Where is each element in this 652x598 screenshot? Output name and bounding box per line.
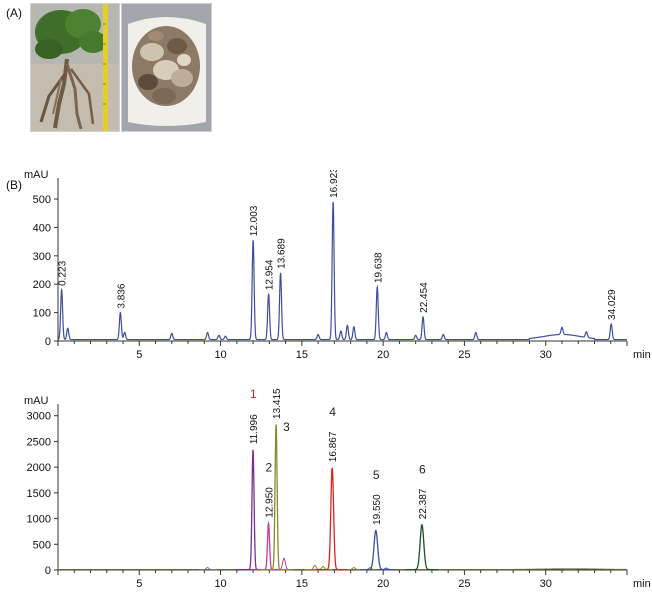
sample-peak-label: 0.223: [58, 260, 69, 285]
sample-x-tick-label: 10: [214, 349, 226, 361]
standards-y-unit-label: mAU: [24, 395, 49, 407]
sample-x-tick-label: 5: [136, 349, 142, 361]
sample-peak-label: 13.689: [277, 238, 288, 269]
standards-y-tick-label: 1500: [27, 488, 51, 500]
sample-x-unit-label: min: [633, 349, 651, 361]
sample-x-tick-label: 30: [540, 349, 552, 361]
standards-x-tick-label: 25: [458, 578, 470, 590]
sample-y-tick-label: 400: [33, 222, 51, 234]
sample-peak-label: 3.836: [116, 283, 127, 308]
standards-y-tick-label: 2000: [27, 462, 51, 474]
standards-y-tick-label: 3000: [27, 411, 51, 423]
sample-x-tick-label: 20: [377, 349, 389, 361]
dried-root-slices-art: [122, 4, 211, 131]
standards-compound-number-2: 2: [266, 461, 273, 475]
standards-peak-line-4: [315, 467, 349, 571]
plant-photo-art: [31, 4, 119, 131]
standards-minor-peak: [274, 557, 294, 571]
standards-x-tick-label: 15: [296, 578, 308, 590]
standards-y-tick-label: 0: [45, 565, 51, 577]
plant-photo: [30, 3, 120, 132]
sample-trace-line: [57, 201, 627, 341]
sample-x-tick-label: 15: [296, 349, 308, 361]
sample-peak-label: 16.923: [329, 170, 340, 198]
sample-y-tick-label: 0: [45, 336, 51, 348]
standards-peak-label-3: 13.415: [272, 388, 283, 419]
sample-peak-label: 19.638: [373, 252, 384, 283]
standards-x-tick-label: 5: [136, 578, 142, 590]
standards-peak-line-5: [359, 529, 392, 571]
standards-peak-label-5: 19.550: [372, 494, 383, 525]
standards-peak-line-6: [405, 523, 439, 571]
standards-x-tick-label: 30: [540, 578, 552, 590]
standards-compound-number-1: 1: [250, 387, 257, 401]
standards-peak-line-2: [252, 520, 285, 571]
standards-peak-line-3: [259, 424, 293, 571]
sample-y-tick-label: 200: [33, 279, 51, 291]
sample-peak-label: 12.954: [265, 259, 276, 290]
standards-minor-peak: [376, 567, 396, 571]
panel-label-b: (B): [6, 178, 22, 192]
standards-y-tick-label: 1000: [27, 514, 51, 526]
panel-label-a: (A): [6, 6, 22, 20]
sample-y-tick-label: 500: [33, 194, 51, 206]
sample-y-tick-label: 300: [33, 251, 51, 263]
standards-x-unit-label: min: [633, 578, 651, 590]
standards-peak-label-2: 12.950: [265, 487, 276, 518]
chromatogram-sample: 0 100 200 300 400 500 5 10 15 20 25 30 mAU min 0.223 3.…: [24, 170, 651, 361]
standards-compound-number-5: 5: [373, 468, 380, 482]
standards-peak-label-4: 16.867: [328, 431, 339, 462]
sample-peak-label: 22.454: [419, 282, 430, 313]
sample-peak-label: 34.029: [607, 289, 618, 320]
standards-y-tick-label: 2500: [27, 436, 51, 448]
standards-compound-number-4: 4: [329, 405, 336, 419]
sample-y-tick-label: 100: [33, 308, 51, 320]
sample-peak-label: 12.003: [249, 205, 260, 236]
dried-root-slices-photo: [121, 3, 212, 132]
standards-x-tick-label: 10: [214, 578, 226, 590]
standards-peak-label-1: 11.996: [249, 414, 260, 444]
standards-minor-peak: [197, 567, 218, 571]
sample-y-unit-label: mAU: [24, 170, 49, 181]
standards-compound-number-6: 6: [419, 462, 426, 476]
sample-x-tick-label: 25: [458, 349, 470, 361]
standards-peak-label-6: 22.387: [418, 488, 429, 519]
standards-compound-number-3: 3: [283, 420, 290, 434]
standards-x-tick-label: 20: [377, 578, 389, 590]
standards-y-tick-label: 500: [33, 539, 51, 551]
